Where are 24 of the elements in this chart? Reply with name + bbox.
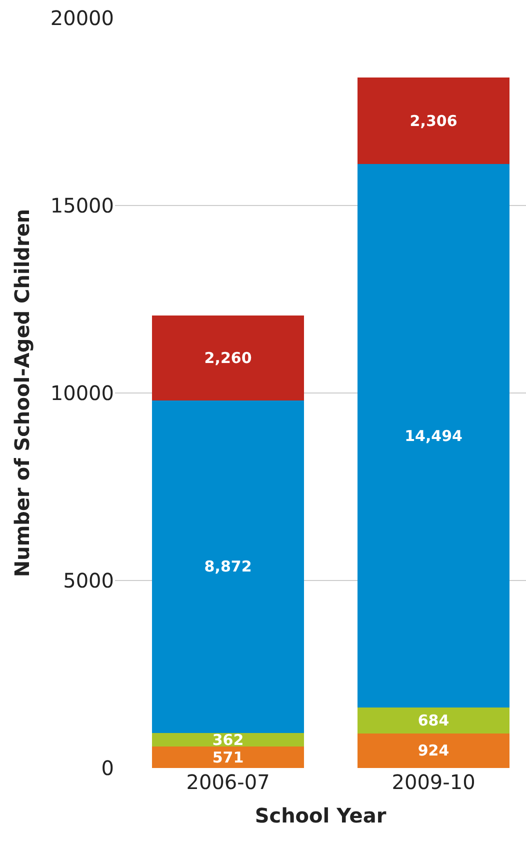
y-tick-label: 20000 [50,6,114,30]
bar [152,746,304,768]
bar [357,708,510,734]
data-label: 684 [418,712,450,730]
y-tick-label: 10000 [50,381,114,405]
x-tick-label: 2006-07 [186,770,270,794]
data-label: 2,306 [410,112,458,130]
data-label: 362 [212,730,244,749]
bar [152,400,304,734]
bar [357,164,510,708]
bar [152,316,304,400]
y-tick-label: 0 [101,756,114,780]
bar [357,733,510,768]
x-tick-label: 2009-10 [392,770,476,794]
data-label: 14,494 [404,426,462,445]
data-label: 2,260 [204,348,252,367]
bar [357,78,510,164]
data-label: 924 [418,742,450,760]
y-axis-title: Number of School-Aged Children [10,208,34,578]
data-label: 8,872 [204,558,252,576]
y-tick-label: 5000 [63,568,114,592]
data-label: 571 [212,748,244,766]
y-tick-label: 15000 [50,194,114,218]
x-axis-title: School Year [254,804,386,828]
